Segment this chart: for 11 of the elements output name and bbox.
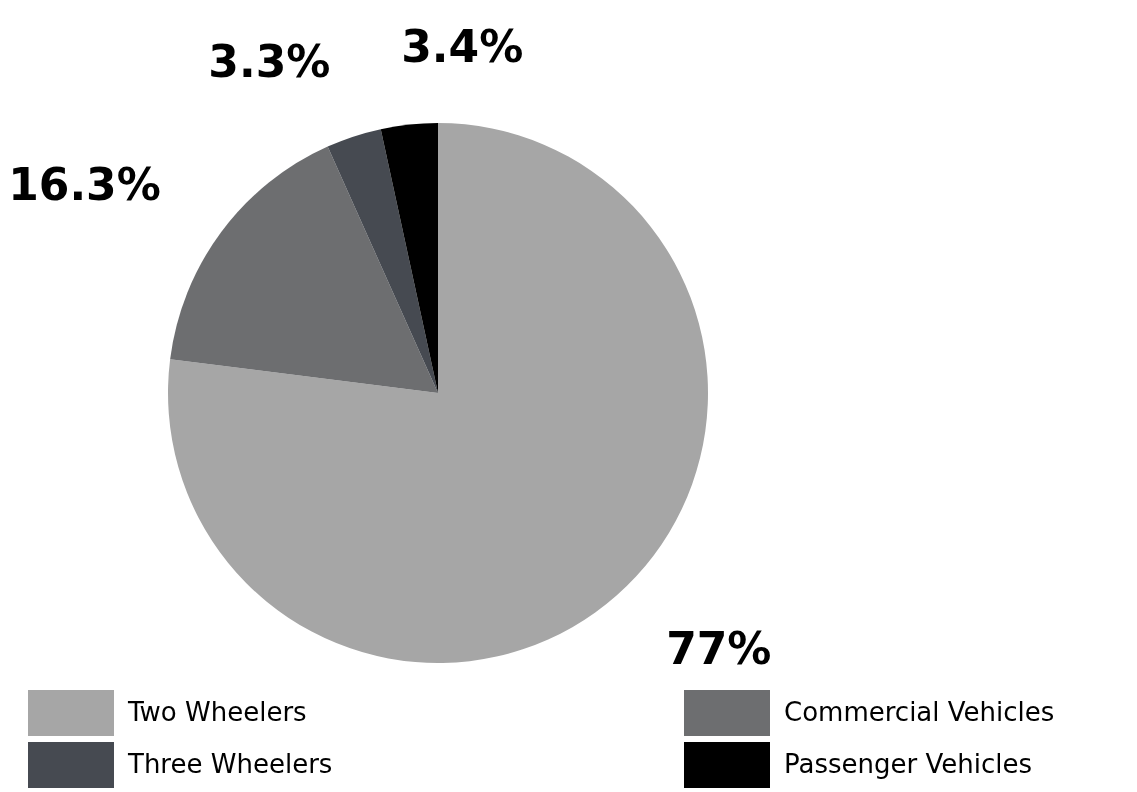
data-label: 77% <box>666 622 772 674</box>
legend-label: Passenger Vehicles <box>784 748 1032 779</box>
data-label: 16.3% <box>8 158 161 210</box>
pie-slice <box>380 123 438 393</box>
legend-label: Commercial Vehicles <box>784 696 1055 727</box>
data-label: 3.3% <box>208 36 331 88</box>
pie-slice <box>170 146 438 393</box>
pie-slice <box>327 129 438 393</box>
legend-label: Three Wheelers <box>127 748 333 779</box>
legend-label: Two Wheelers <box>127 696 307 727</box>
data-label: 3.4% <box>401 20 524 72</box>
